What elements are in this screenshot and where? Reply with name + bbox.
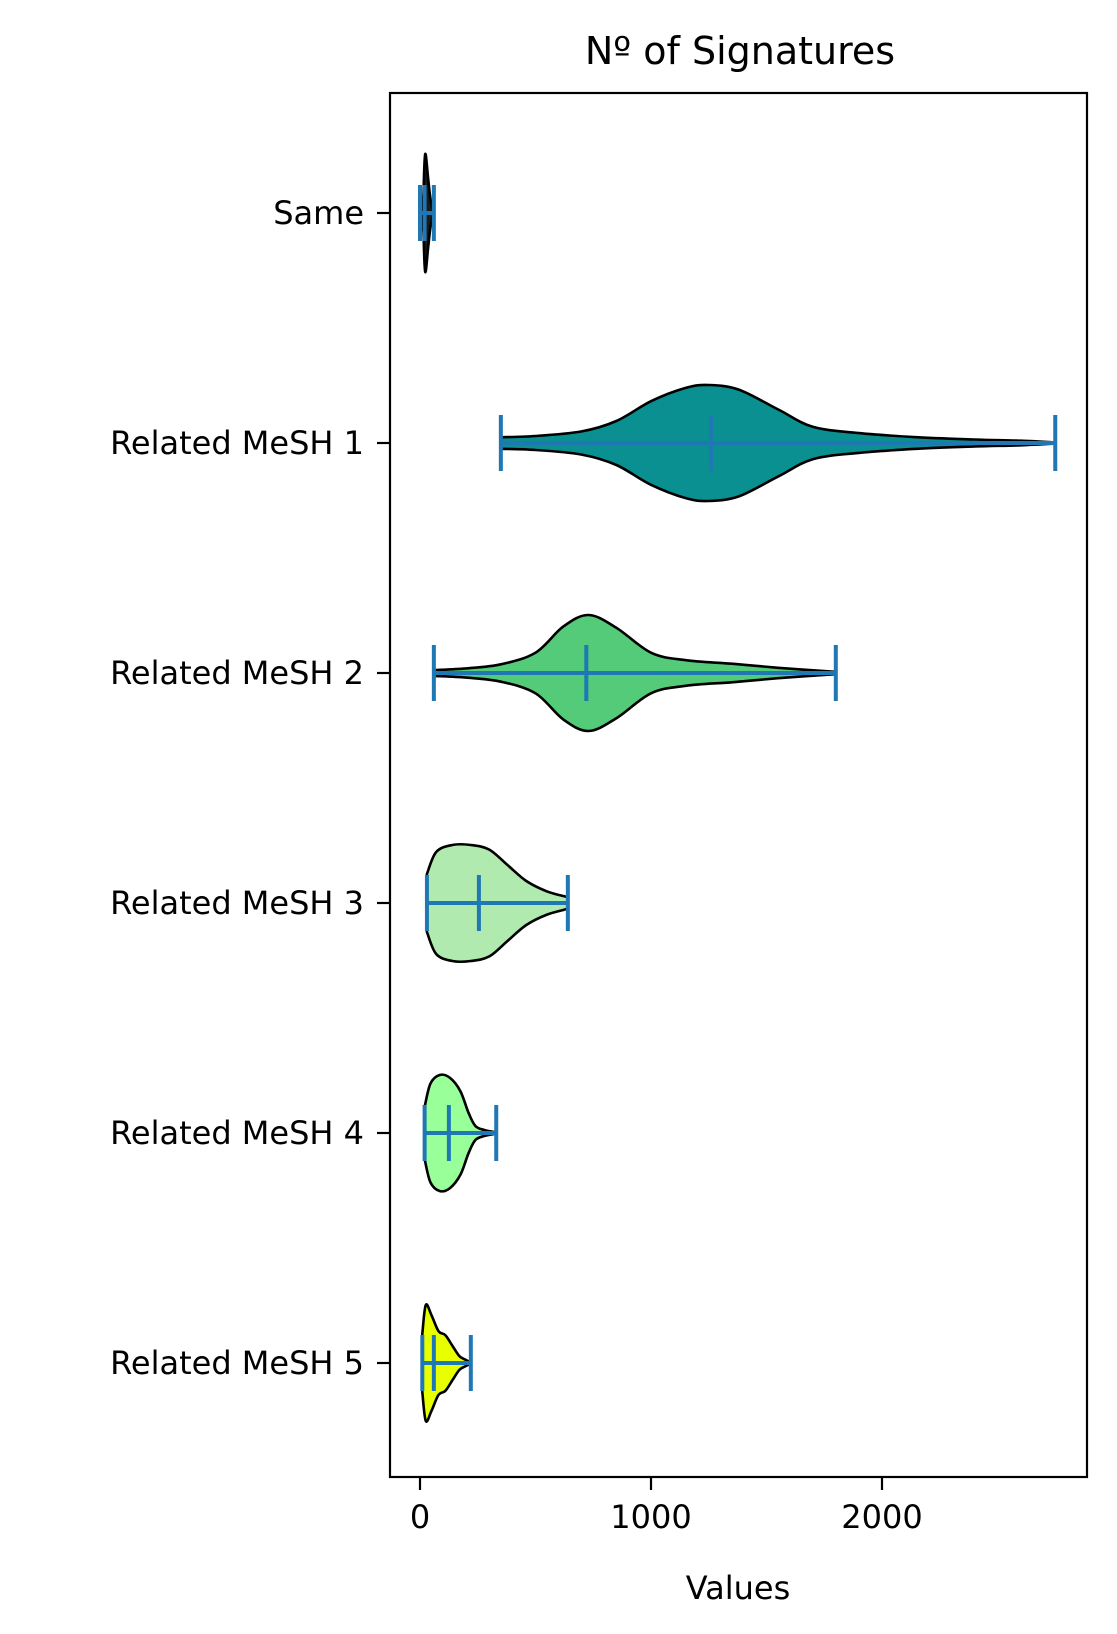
x-tick-label: 1000 (610, 1498, 691, 1536)
x-tick-label: 2000 (841, 1498, 922, 1536)
violin-related-mesh-5 (420, 1303, 473, 1423)
violin-related-mesh-3 (424, 842, 570, 964)
x-axis: 0 1000 2000 (410, 1477, 923, 1536)
y-tick-label: Related MeSH 2 (110, 654, 364, 692)
y-tick-label: Related MeSH 5 (110, 1344, 364, 1382)
violin-related-mesh-2 (431, 613, 838, 733)
y-axis: Same Related MeSH 1 Related MeSH 2 Related … (110, 194, 390, 1382)
y-tick-label: Related MeSH 4 (110, 1114, 364, 1152)
y-tick-label: Related MeSH 3 (110, 884, 364, 922)
y-tick-label: Same (273, 194, 364, 232)
violin-related-mesh-4 (422, 1073, 499, 1193)
plot-frame (388, 91, 1089, 1479)
chart-title: Nº of Signatures (585, 29, 895, 73)
x-tick-label: 0 (410, 1498, 430, 1536)
violin-related-mesh-1 (498, 383, 1058, 503)
violin-series-group (418, 152, 1058, 1423)
y-tick-label: Related MeSH 1 (110, 424, 364, 462)
x-axis-label: Values (686, 1569, 791, 1607)
violin-same (418, 152, 436, 274)
